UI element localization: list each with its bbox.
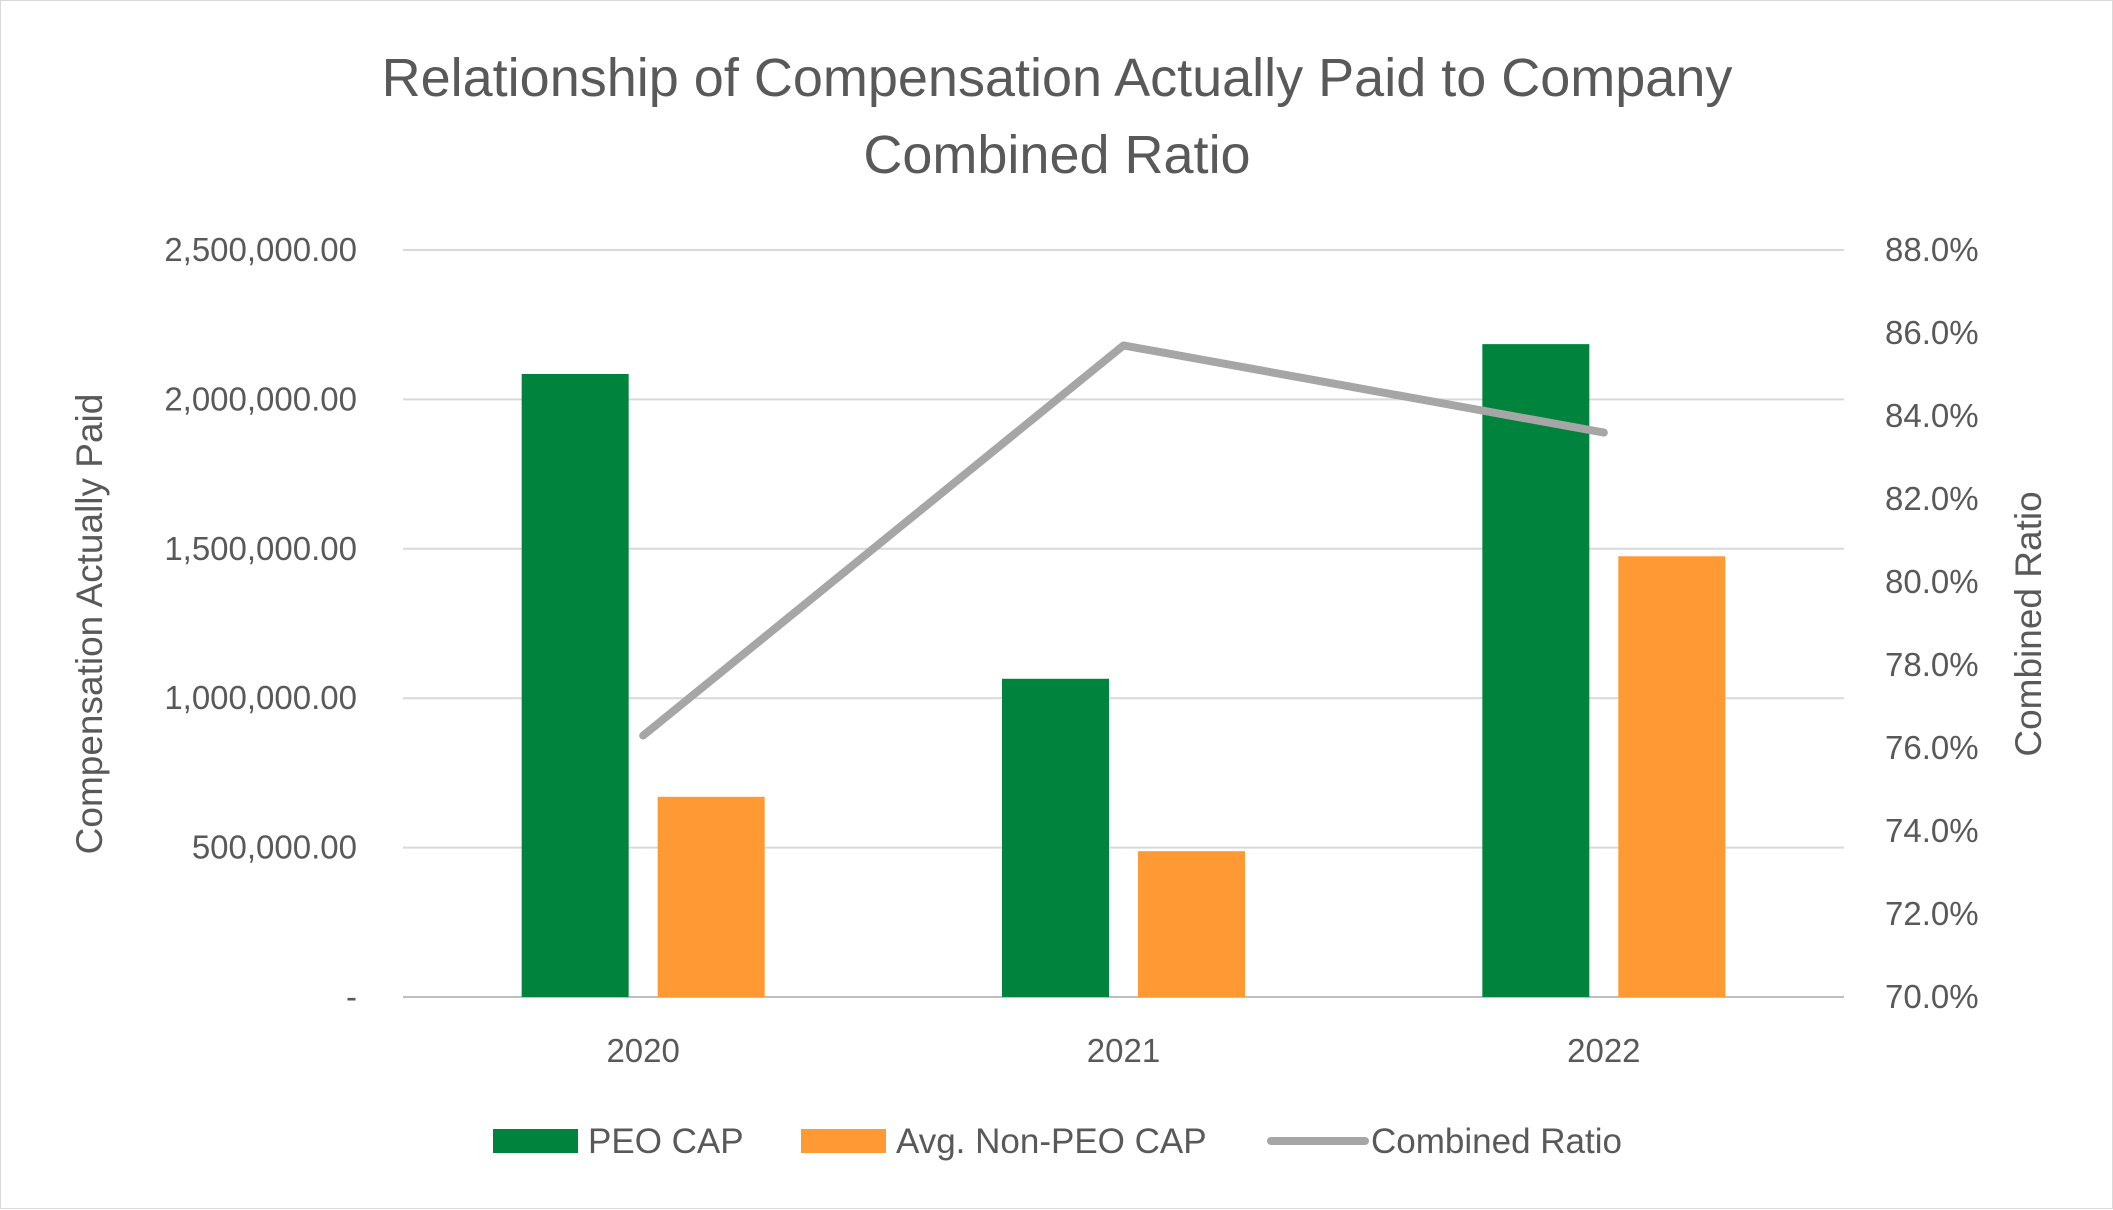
y-tick-label: 2,500,000.00 bbox=[164, 231, 357, 268]
bar-peo-cap-2021 bbox=[1002, 679, 1109, 997]
y2-tick-label: 74.0% bbox=[1885, 812, 1979, 849]
y2-tick-label: 88.0% bbox=[1885, 231, 1979, 268]
y2-tick-label: 78.0% bbox=[1885, 646, 1979, 683]
y2-tick-label: 72.0% bbox=[1885, 895, 1979, 932]
legend-label-peo-cap: PEO CAP bbox=[588, 1122, 744, 1161]
legend-swatch-avg-non-peo-cap bbox=[801, 1129, 886, 1153]
bar-avg-non-peo-cap-2021 bbox=[1138, 851, 1245, 997]
bar-peo-cap-2022 bbox=[1482, 344, 1589, 997]
y2-tick-label: 84.0% bbox=[1885, 397, 1979, 434]
left-axis-title: Compensation Actually Paid bbox=[69, 394, 110, 855]
legend-swatch-peo-cap bbox=[493, 1129, 578, 1153]
chart-title-line-1: Relationship of Compensation Actually Pa… bbox=[382, 48, 1733, 108]
y-tick-label: 500,000.00 bbox=[192, 829, 357, 866]
bar-avg-non-peo-cap-2022 bbox=[1618, 556, 1725, 997]
bar-peo-cap-2020 bbox=[522, 374, 629, 997]
y-tick-label: - bbox=[346, 978, 357, 1015]
y2-tick-label: 86.0% bbox=[1885, 314, 1979, 351]
legend-label-combined-ratio: Combined Ratio bbox=[1371, 1122, 1622, 1161]
y2-tick-label: 80.0% bbox=[1885, 563, 1979, 600]
x-axis-ticks: 2020 2021 2022 bbox=[606, 1032, 1640, 1069]
x-tick-label: 2022 bbox=[1567, 1032, 1640, 1069]
y-tick-label: 1,000,000.00 bbox=[164, 679, 357, 716]
y2-tick-label: 82.0% bbox=[1885, 480, 1979, 517]
legend-label-avg-non-peo-cap: Avg. Non-PEO CAP bbox=[896, 1122, 1207, 1161]
chart-title-line-2: Combined Ratio bbox=[863, 125, 1250, 185]
right-axis-ticks: 70.0% 72.0% 74.0% 76.0% 78.0% 80.0% 82.0% 84.0%… bbox=[1885, 231, 1979, 1015]
bar-avg-non-peo-cap-2020 bbox=[658, 797, 765, 997]
y2-tick-label: 76.0% bbox=[1885, 729, 1979, 766]
line-combined-ratio bbox=[643, 345, 1604, 735]
legend: PEO CAP Avg. Non-PEO CAP Combined Ratio bbox=[493, 1122, 1622, 1161]
x-tick-label: 2020 bbox=[606, 1032, 679, 1069]
x-tick-label: 2021 bbox=[1087, 1032, 1160, 1069]
left-axis-ticks: - 500,000.00 1,000,000.00 1,500,000.00 2,000… bbox=[164, 231, 357, 1015]
right-axis-title: Combined Ratio bbox=[2008, 491, 2049, 756]
bar-series bbox=[522, 344, 1726, 997]
line-series bbox=[643, 345, 1604, 735]
y-tick-label: 1,500,000.00 bbox=[164, 530, 357, 567]
y2-tick-label: 70.0% bbox=[1885, 978, 1979, 1015]
y-tick-label: 2,000,000.00 bbox=[164, 380, 357, 417]
